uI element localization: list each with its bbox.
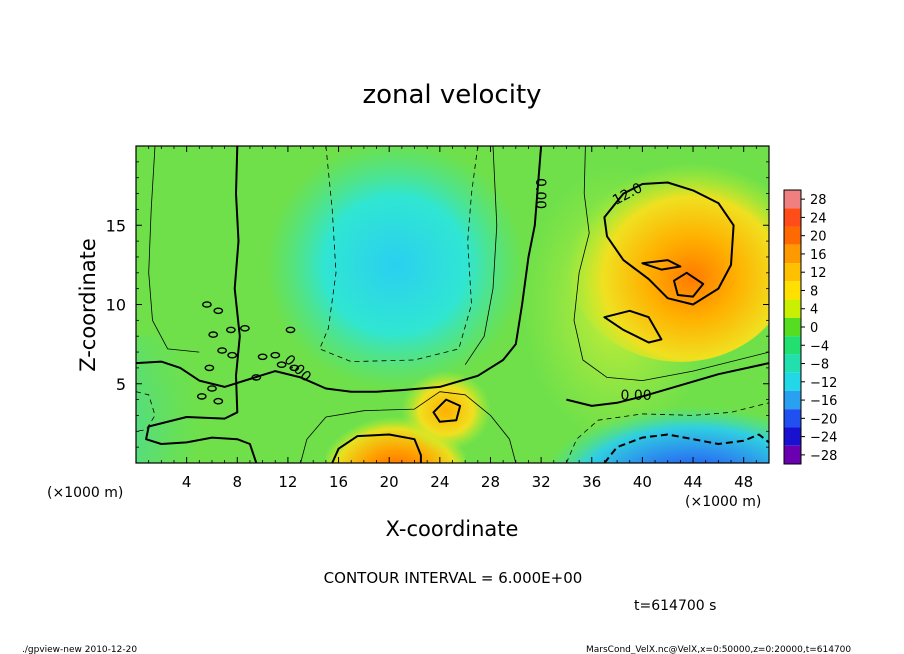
x-tick-label: 48 [734, 473, 753, 491]
contour-small-loop [276, 361, 287, 369]
colorbar-segment [784, 244, 801, 264]
colorbar-segment [784, 299, 801, 318]
contour-neg-six-left [136, 391, 156, 432]
colorbar-label: 8 [810, 284, 818, 299]
contour-zero-lower-right [566, 362, 769, 407]
y-axis-label: Z-coordinate [76, 238, 100, 372]
colorbar-segment [784, 427, 801, 446]
y-tick-label: 10 [106, 296, 126, 315]
contour-small-loop [257, 353, 268, 361]
contour-twelve-lower-left [331, 433, 422, 463]
colorbar-segment [784, 409, 801, 428]
chart-title: zonal velocity [362, 80, 541, 110]
x-tick-label: 40 [633, 473, 652, 491]
contour-small-loop [204, 364, 215, 372]
colorbar-label: 0 [810, 321, 818, 336]
x-tick-label: 28 [481, 473, 500, 491]
colorbar-segment [784, 190, 801, 209]
x-tick-label: 8 [233, 473, 243, 491]
contour-neg-six-upper [319, 146, 479, 362]
x-tick-label: 32 [532, 473, 551, 491]
contour-small-loop [251, 374, 262, 381]
contour-twelve-lower-center [432, 398, 462, 423]
colorbar-segment [784, 336, 801, 355]
contour-neg-six-lower-right [566, 402, 769, 463]
colorbar-segment [784, 208, 801, 227]
contour-six-mid [464, 146, 498, 365]
colorbar-segment [784, 354, 801, 373]
contour-small-loop [207, 385, 217, 392]
field-left-min [136, 335, 203, 463]
x-axis: 4 8 12 16 20 24 28 32 36 40 44 48 [148, 146, 757, 491]
colorbar-label: 24 [810, 211, 827, 226]
colorbar-label: 12 [810, 266, 827, 281]
contour-small-loop [213, 307, 224, 315]
y-tick-label: 5 [116, 375, 126, 394]
contour-zero-left [145, 146, 258, 463]
contour-small-loop [285, 326, 296, 334]
contour-small-loop [225, 326, 236, 334]
colorbar-label: 4 [810, 303, 818, 318]
field-upper-right-max [565, 151, 769, 362]
x-tick-label: 36 [582, 473, 601, 491]
contour-twelve-lower-lobe [603, 309, 663, 344]
colorbar-segment [784, 226, 801, 245]
x-axis-label: X-coordinate [386, 517, 519, 541]
colorbar-segment [784, 281, 801, 300]
colorbar-label: −28 [810, 449, 837, 464]
contour-label: 0.00 [620, 388, 651, 404]
colorbar-label: −20 [810, 412, 837, 427]
colorbar-label: −24 [810, 431, 837, 446]
contour-interval-text: CONTOUR INTERVAL = 6.000E+00 [324, 569, 583, 587]
x-tick-label: 20 [380, 473, 399, 491]
colorbar-segment [784, 372, 801, 391]
x-tick-label: 4 [182, 473, 192, 491]
colorbar-segment [784, 317, 801, 337]
colorbar-label: 20 [810, 230, 827, 245]
x-unit-label-left: (×1000 m) [47, 485, 123, 501]
contour-small-loop [201, 301, 212, 308]
colorbar-segment [784, 263, 801, 282]
contour-zero-main [136, 146, 543, 393]
x-tick-label: 24 [430, 473, 449, 491]
contour-neg-twelve-lower-right [603, 433, 769, 463]
colorbar-segment [784, 445, 801, 464]
field-lower-center-max [401, 370, 492, 451]
x-tick-label: 44 [683, 473, 702, 491]
contour-small-loop [227, 351, 238, 359]
colorbar-label: −8 [810, 358, 829, 373]
contour-eighteen-upper-right [673, 271, 705, 298]
field-upper-central-min [265, 146, 526, 390]
colorbar-label: −12 [810, 376, 837, 391]
contour-small-loop [289, 364, 300, 372]
colorbar-segment [784, 390, 801, 410]
footer-right: MarsCond_VelX.nc@VelX,x=0:50000,z=0:2000… [586, 645, 851, 654]
colorbar-label: −16 [810, 394, 837, 409]
colorbar-label: 28 [810, 193, 827, 208]
contour-small-loop [239, 324, 250, 332]
contour-small-loop [217, 347, 228, 354]
contour-twelve-inner-lobe [641, 259, 682, 271]
colorbar: 28 24 20 16 12 8 4 0 −4 −8 −12 −16 −20 −24 −28 [783, 189, 837, 465]
x-tick-label: 16 [329, 473, 348, 491]
contour-six-left [148, 146, 200, 353]
contour-six-right [573, 146, 769, 381]
contour-small-loop [208, 331, 219, 338]
time-text: t=614700 s [634, 598, 716, 614]
contour-small-loop [196, 393, 207, 400]
y-axis: 5 10 15 [106, 161, 769, 448]
contour-small-loop [213, 397, 224, 405]
contour-twelve-upper-right [603, 181, 735, 306]
y-tick-label: 15 [106, 216, 126, 235]
contour-six-lower [300, 391, 517, 463]
contour-small-loop [270, 351, 281, 359]
colorbar-label: −4 [810, 339, 829, 354]
contour-label: 0.00 [532, 178, 548, 209]
colorbar-label: 16 [810, 248, 827, 263]
x-tick-label: 12 [278, 473, 297, 491]
x-unit-label-right: (×1000 m) [685, 494, 761, 510]
footer-left: ./gpview-new 2010-12-20 [22, 645, 137, 654]
